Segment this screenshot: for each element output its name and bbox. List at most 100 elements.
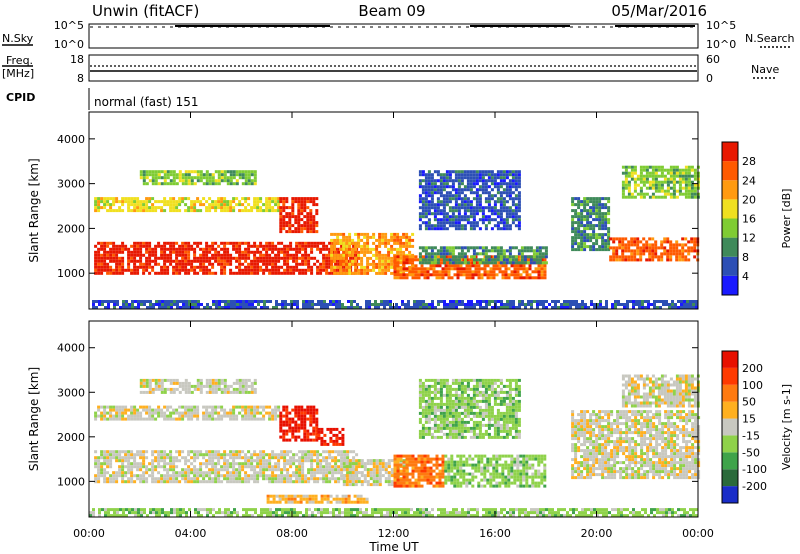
velocity-cell [109, 405, 113, 409]
power-cell [178, 268, 182, 272]
velocity-cell [235, 474, 239, 478]
power-cell [479, 303, 482, 306]
power-cell [487, 215, 491, 219]
power-cell [399, 244, 403, 248]
velocity-cell [223, 468, 227, 472]
power-cell [154, 250, 158, 254]
velocity-cell [214, 378, 218, 382]
power-cell [464, 306, 467, 309]
power-cell [279, 218, 283, 222]
power-cell [448, 215, 452, 219]
velocity-cell [169, 390, 173, 394]
power-cell [427, 246, 431, 250]
power-cell [223, 253, 227, 257]
velocity-cell [250, 465, 254, 469]
velocity-cell [285, 438, 289, 442]
power-cell [490, 173, 494, 177]
power-cell [463, 246, 467, 250]
velocity-cell [163, 390, 167, 394]
power-cell [598, 215, 602, 219]
velocity-cell [217, 381, 221, 385]
power-cell [500, 300, 503, 303]
power-cell [196, 197, 200, 201]
power-cell [118, 250, 122, 254]
power-cell [244, 259, 248, 263]
power-cell [169, 209, 173, 213]
power-cell [124, 244, 128, 248]
velocity-cell [208, 390, 212, 394]
power-cell [163, 250, 167, 254]
power-cell [481, 246, 485, 250]
velocity-cell [172, 465, 176, 469]
power-cell [478, 252, 482, 256]
power-cell [320, 300, 323, 303]
power-cell [348, 253, 352, 257]
power-cell [402, 276, 406, 280]
power-cell [571, 230, 575, 234]
power-cell [604, 248, 608, 252]
velocity-cell [283, 459, 287, 463]
power-cell [160, 265, 164, 269]
power-cell [693, 195, 697, 199]
velocity-cell [238, 411, 242, 415]
power-cell [503, 306, 506, 309]
velocity-cell [343, 450, 347, 454]
velocity-cell [142, 474, 146, 478]
power-cell [160, 170, 164, 174]
power-cell [220, 268, 224, 272]
power-cell [133, 253, 137, 257]
power-cell [522, 270, 526, 274]
power-cell [217, 206, 221, 210]
power-cell [607, 212, 611, 216]
power-cell [178, 265, 182, 269]
velocity-cell [241, 462, 245, 466]
velocity-cell [297, 408, 301, 412]
velocity-cell [298, 459, 302, 463]
velocity-cell [160, 408, 164, 412]
power-cell [148, 250, 152, 254]
power-cell [514, 246, 518, 250]
velocity-cell [298, 471, 302, 475]
power-cell [439, 182, 443, 186]
velocity-cell [208, 450, 212, 454]
velocity-cell [271, 411, 275, 415]
velocity-cell [322, 459, 326, 463]
velocity-cell [226, 453, 230, 457]
power-cell [575, 300, 578, 303]
velocity-cell [274, 456, 278, 460]
velocity-cell [289, 450, 293, 454]
power-cell [493, 209, 497, 213]
power-cell [433, 258, 437, 262]
power-cell [157, 241, 161, 245]
velocity-cell [253, 459, 257, 463]
velocity-cell [295, 465, 299, 469]
velocity-cell [133, 480, 137, 484]
power-cell [133, 265, 137, 269]
power-cell [238, 271, 242, 275]
power-cell [145, 244, 149, 248]
power-cell [218, 306, 221, 309]
power-cell [148, 241, 152, 245]
power-cell [419, 306, 422, 309]
power-cell [654, 249, 658, 253]
velocity-cell [106, 459, 110, 463]
velocity-cell [274, 411, 278, 415]
velocity-cell [181, 417, 185, 421]
power-cell [220, 179, 224, 183]
power-cell [387, 256, 391, 260]
power-cell [300, 203, 304, 207]
power-cell [211, 179, 215, 183]
power-cell [463, 212, 467, 216]
velocity-cell [106, 450, 110, 454]
velocity-cell [118, 471, 122, 475]
power-cell [166, 203, 170, 207]
power-cell [251, 306, 254, 309]
velocity-cell [232, 417, 236, 421]
power-cell [303, 227, 307, 231]
power-cell [470, 306, 473, 309]
power-cell [351, 250, 355, 254]
power-cell [523, 246, 527, 250]
power-cell [418, 261, 422, 265]
power-cell [541, 252, 545, 256]
power-cell [420, 264, 424, 268]
